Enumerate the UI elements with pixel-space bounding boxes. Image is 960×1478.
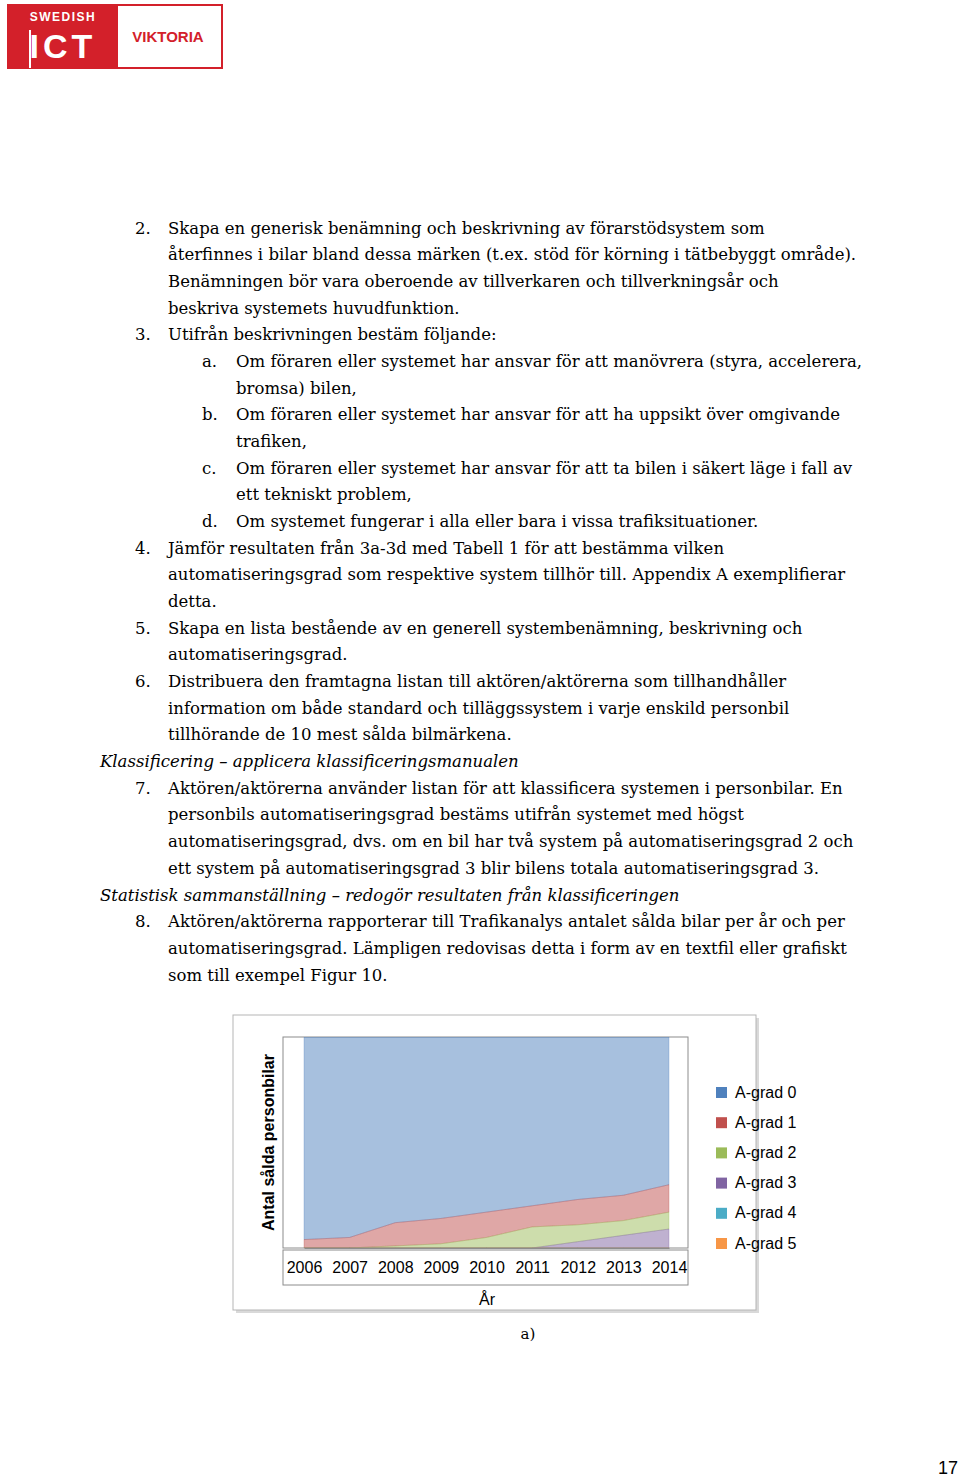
x-tick: 2012	[560, 1248, 596, 1276]
legend-label: A-grad 4	[735, 1204, 796, 1221]
list-text: automatiseringsgrad. Lämpligen redovisas…	[168, 939, 847, 958]
x-tick: 2006	[287, 1248, 323, 1276]
list-text: tillhörande de 10 mest sålda bilmärkena.	[168, 725, 512, 744]
legend-label: A-grad 5	[735, 1235, 796, 1252]
x-tick: 2008	[378, 1248, 414, 1276]
list-number: 8.	[135, 912, 151, 931]
list-number: a.	[202, 352, 217, 371]
logo: SWEDISH ICT VIKTORIA	[8, 5, 222, 68]
sublist-text: Om föraren eller systemet har ansvar för…	[236, 352, 862, 371]
x-tick-label: 2014	[652, 1259, 688, 1276]
legend-swatch	[716, 1208, 727, 1219]
area-series	[304, 1248, 669, 1249]
area-series	[304, 1212, 669, 1248]
figure-caption: a)	[521, 1325, 536, 1343]
logo-top: SWEDISH	[30, 10, 97, 24]
x-tick-label: 2013	[606, 1259, 642, 1276]
list-text: personbils automatiseringsgrad bestäms u…	[168, 805, 744, 824]
logo-mark: ICT	[30, 27, 97, 65]
list-number: 4.	[135, 539, 151, 558]
list-text: Distribuera den framtagna listan till ak…	[168, 672, 786, 691]
legend-swatch	[716, 1117, 727, 1128]
list-text: automatiseringsgrad.	[168, 645, 348, 664]
x-tick: 2010	[469, 1248, 505, 1276]
legend-label: A-grad 2	[735, 1144, 796, 1161]
sublist-text: ett tekniskt problem,	[236, 485, 412, 504]
list-text: återfinnes i bilar bland dessa märken (t…	[168, 245, 856, 264]
chart-frame	[233, 1015, 756, 1310]
logo-frame	[8, 5, 222, 68]
legend-swatch	[716, 1147, 727, 1158]
x-tick-label: 2006	[287, 1259, 323, 1276]
section-heading: Statistisk sammanställning – redogör res…	[100, 886, 679, 905]
sublist-text: trafiken,	[236, 432, 307, 451]
logo-name: VIKTORIA	[132, 28, 204, 45]
sublist-text: Om föraren eller systemet har ansvar för…	[236, 459, 853, 478]
x-tick: 2011	[515, 1248, 550, 1276]
x-tick: 2009	[424, 1248, 460, 1276]
list-text: Aktören/aktörerna rapporterar till Trafi…	[167, 912, 845, 931]
list-number: 2.	[135, 219, 151, 238]
legend-label: A-grad 1	[735, 1114, 796, 1131]
legend-label: A-grad 3	[735, 1174, 796, 1191]
list-text: Skapa en lista bestående av en generell …	[168, 619, 803, 638]
area-series	[304, 1248, 669, 1249]
x-tick-label: 2009	[424, 1259, 460, 1276]
chart: 2006 2007 2008 2009 2010 2011 2012 2013 2014 År An…	[233, 1015, 796, 1313]
list-number: b.	[202, 405, 218, 424]
logo-bar	[29, 30, 31, 68]
axis-label-box	[283, 1250, 688, 1285]
x-tick-label: 2007	[332, 1259, 368, 1276]
sublist-text: Om föraren eller systemet har ansvar för…	[236, 405, 840, 424]
list-text: ett system på automatiseringsgrad 3 blir…	[168, 859, 819, 878]
list-number: d.	[202, 512, 218, 531]
x-axis-line	[305, 1248, 670, 1249]
plot-area	[283, 1037, 688, 1248]
x-tick-label: 2010	[469, 1259, 505, 1276]
list-text: Utifrån beskrivningen bestäm följande:	[168, 325, 496, 344]
x-tick-label: 2011	[515, 1259, 550, 1276]
x-axis: 2006 2007 2008 2009 2010 2011 2012 2013 2014	[287, 1248, 688, 1276]
area-series	[304, 1229, 669, 1248]
section-heading: Klassificering – applicera klassificerin…	[99, 752, 519, 771]
x-tick: 2014	[652, 1248, 688, 1276]
page-number: 17	[938, 1458, 958, 1478]
x-tick-label: 2008	[378, 1259, 414, 1276]
legend-label: A-grad 0	[735, 1084, 796, 1101]
logo-block	[8, 5, 118, 68]
legend-swatch	[716, 1238, 727, 1249]
list-text: automatiseringsgrad som respektive syste…	[168, 565, 845, 584]
list-text: Aktören/aktörerna använder listan för at…	[167, 779, 843, 798]
list-text: information om både standard och tillägg…	[168, 699, 789, 718]
list-text: automatiseringsgrad, dvs. om en bil har …	[168, 832, 854, 851]
list-number: 3.	[135, 325, 151, 344]
list-text: detta.	[168, 592, 217, 611]
body-text: 2. Skapa en generisk benämning och beskri…	[99, 219, 862, 985]
sublist-text: Om systemet fungerar i alla eller bara i…	[236, 512, 758, 531]
list-number: 7.	[135, 779, 151, 798]
list-number: 6.	[135, 672, 151, 691]
list-number: c.	[202, 459, 217, 478]
list-text: Jämför resultaten från 3a-3d med Tabell …	[166, 539, 724, 558]
y-axis-title: Antal sålda personbilar	[260, 1054, 277, 1231]
list-text: beskriva systemets huvudfunktion.	[168, 299, 460, 318]
list-text: som till exempel Figur 10.	[168, 966, 388, 985]
x-tick-label: 2012	[560, 1259, 596, 1276]
areas	[304, 1037, 669, 1248]
legend: A-grad 0 A-grad 1 A-grad 2 A-grad 3 A-grad 4…	[716, 1084, 796, 1252]
legend-swatch	[716, 1087, 727, 1098]
list-text: Skapa en generisk benämning och beskrivn…	[168, 219, 765, 238]
sublist-text: bromsa) bilen,	[236, 379, 357, 398]
x-tick: 2007	[332, 1248, 368, 1276]
legend-swatch	[716, 1178, 727, 1189]
area-series	[304, 1185, 669, 1248]
list-number: 5.	[135, 619, 151, 638]
chart-shadow	[236, 1018, 759, 1313]
page: SWEDISH ICT VIKTORIA 2. Skapa en generisk be…	[0, 0, 960, 1478]
x-axis-title: År	[479, 1290, 496, 1308]
x-tick: 2013	[606, 1248, 642, 1276]
list-text: Benämningen bör vara oberoende av tillve…	[168, 272, 779, 291]
